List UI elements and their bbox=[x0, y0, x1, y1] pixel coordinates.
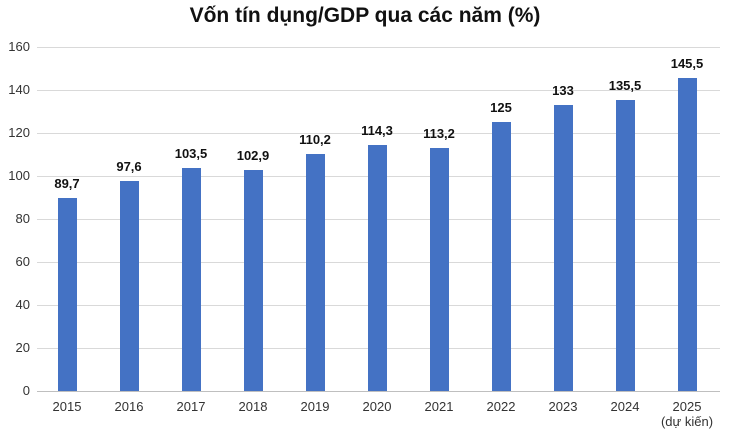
x-tick-label: 2024 bbox=[590, 399, 660, 414]
x-tick-year: 2015 bbox=[52, 399, 82, 414]
gridline bbox=[37, 90, 720, 91]
x-tick-label: 2015 bbox=[32, 399, 102, 414]
bar bbox=[429, 147, 449, 391]
x-tick-label: 2018 bbox=[218, 399, 288, 414]
y-tick-label: 40 bbox=[15, 297, 30, 312]
bar bbox=[181, 168, 201, 391]
y-tick-label: 160 bbox=[8, 39, 30, 54]
value-label: 135,5 bbox=[608, 77, 642, 93]
x-tick-year: 2021 bbox=[424, 399, 454, 414]
bar bbox=[615, 99, 635, 391]
value-label: 110,2 bbox=[299, 132, 331, 148]
x-tick-label: 2020 bbox=[342, 399, 412, 414]
x-tick-year: 2017 bbox=[176, 399, 206, 414]
x-tick-label: 2021 bbox=[404, 399, 474, 414]
x-tick-year: 2025 bbox=[672, 399, 702, 414]
x-tick-label: 2019 bbox=[280, 399, 350, 414]
x-axis-line bbox=[37, 391, 720, 392]
bar bbox=[57, 198, 77, 391]
x-tick-label: 2016 bbox=[94, 399, 164, 414]
y-tick-label: 80 bbox=[15, 211, 30, 226]
value-label: 125 bbox=[490, 100, 512, 116]
y-tick-label: 0 bbox=[22, 383, 30, 398]
x-tick-year: 2020 bbox=[362, 399, 392, 414]
gridline bbox=[37, 133, 720, 134]
y-tick-label: 120 bbox=[8, 125, 30, 140]
value-label: 145,5 bbox=[670, 56, 704, 72]
value-label: 113,2 bbox=[423, 125, 455, 141]
bar bbox=[243, 169, 263, 391]
y-tick-label: 100 bbox=[8, 168, 30, 183]
x-tick-year: 2019 bbox=[300, 399, 330, 414]
chart-title: Vốn tín dụng/GDP qua các năm (%) bbox=[189, 4, 541, 27]
bar bbox=[553, 105, 573, 391]
bar bbox=[367, 145, 387, 391]
value-label: 97,6 bbox=[116, 159, 142, 175]
gridline bbox=[37, 47, 720, 48]
y-tick-label: 60 bbox=[15, 254, 30, 269]
x-tick-year: 2022 bbox=[486, 399, 516, 414]
x-tick-year: 2018 bbox=[238, 399, 268, 414]
value-label: 103,5 bbox=[174, 146, 208, 162]
x-tick-label: 2023 bbox=[528, 399, 598, 414]
bar bbox=[491, 122, 511, 391]
y-tick-label: 140 bbox=[8, 82, 30, 97]
value-label: 89,7 bbox=[54, 176, 80, 192]
x-tick-year: 2023 bbox=[548, 399, 578, 414]
x-tick-label: 2017 bbox=[156, 399, 226, 414]
x-tick-note: (dự kiến) bbox=[660, 414, 714, 429]
value-label: 114,3 bbox=[361, 123, 393, 139]
x-tick-year: 2016 bbox=[114, 399, 144, 414]
value-label: 102,9 bbox=[236, 147, 270, 163]
value-label: 133 bbox=[552, 83, 574, 99]
bar bbox=[677, 78, 697, 391]
bar bbox=[119, 181, 139, 391]
x-tick-year: 2024 bbox=[610, 399, 640, 414]
x-tick-label: 2022 bbox=[466, 399, 536, 414]
x-tick-label: 2025 (dự kiến) bbox=[652, 399, 722, 429]
bar bbox=[305, 154, 325, 391]
y-tick-label: 20 bbox=[15, 340, 30, 355]
